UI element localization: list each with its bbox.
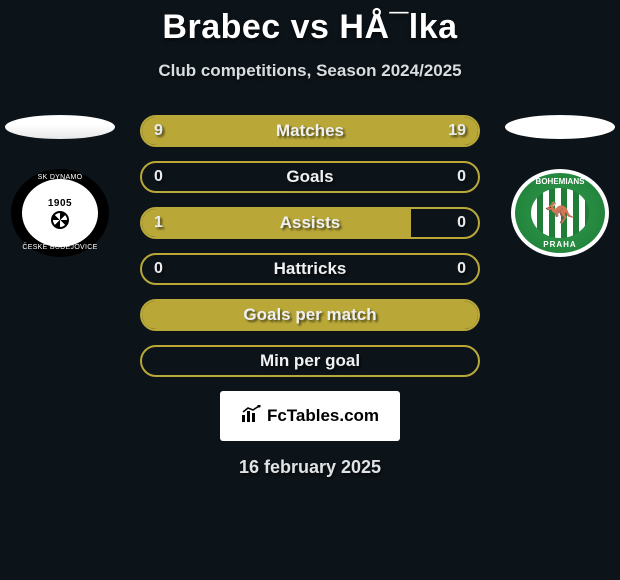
left-badge-text-top: SK DYNAMO (11, 174, 109, 181)
soccer-ball-icon (51, 211, 69, 229)
stat-bar-row: 00Goals (140, 161, 480, 193)
stat-bar-row: Min per goal (140, 345, 480, 377)
stat-bar-row: Goals per match (140, 299, 480, 331)
page-title: Brabec vs HÅ¯lka (0, 8, 620, 47)
comparison-area: SK DYNAMO 1905 ČESKÉ BUDĚJOVICE 919Match… (0, 115, 620, 377)
kangaroo-icon: 🦘 (545, 199, 575, 228)
right-badge-stripes: 🦘 (531, 188, 589, 238)
brand-text: FcTables.com (267, 406, 379, 426)
left-badge-year: 1905 (48, 198, 72, 209)
chart-icon (241, 405, 261, 428)
left-badge-text-bottom: ČESKÉ BUDĚJOVICE (11, 244, 109, 251)
stat-bar-row: 919Matches (140, 115, 480, 147)
bar-label: Min per goal (142, 351, 478, 371)
bar-label: Goals (142, 167, 478, 187)
left-club-badge: SK DYNAMO 1905 ČESKÉ BUDĚJOVICE (11, 169, 109, 257)
bar-label: Assists (142, 213, 478, 233)
right-club-badge: BOHEMIANS 🦘 PRAHA (511, 169, 609, 257)
stat-bars: 919Matches 00Goals 10Assists 00Hattricks Goa… (140, 115, 480, 377)
left-highlight-ellipse (5, 115, 115, 139)
right-badge-text-bottom: PRAHA (515, 240, 605, 249)
right-player-column: BOHEMIANS 🦘 PRAHA (500, 115, 620, 257)
bar-label: Hattricks (142, 259, 478, 279)
stat-bar-row: 00Hattricks (140, 253, 480, 285)
stat-bar-row: 10Assists (140, 207, 480, 239)
left-player-column: SK DYNAMO 1905 ČESKÉ BUDĚJOVICE (0, 115, 120, 257)
bar-label: Matches (142, 121, 478, 141)
date-text: 16 february 2025 (0, 457, 620, 478)
right-badge-text-top: BOHEMIANS (515, 177, 605, 186)
page-subtitle: Club competitions, Season 2024/2025 (0, 61, 620, 81)
left-badge-inner: 1905 (22, 179, 98, 247)
bar-label: Goals per match (142, 305, 478, 325)
right-highlight-ellipse (505, 115, 615, 139)
brand-badge: FcTables.com (220, 391, 400, 441)
